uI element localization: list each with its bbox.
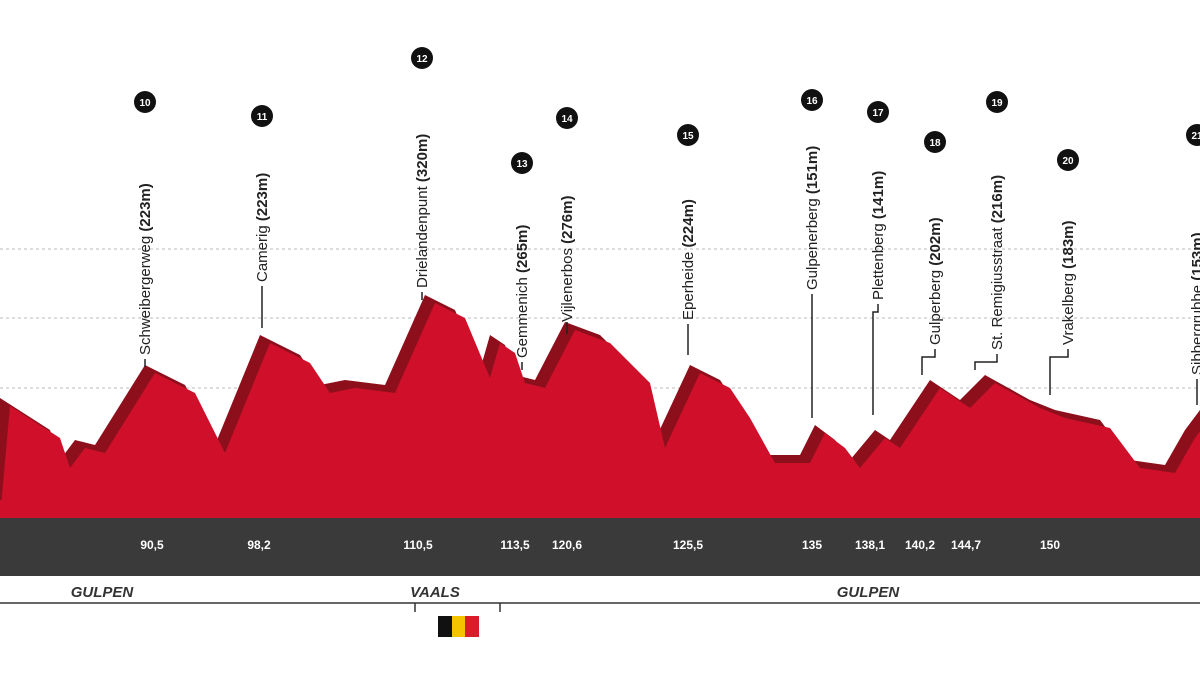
climb-label: Gulperberg (202m) (927, 217, 944, 345)
climb-badge (1186, 124, 1200, 146)
climb-height: (224m) (680, 199, 697, 247)
climb-badge (134, 91, 156, 113)
climb-name: Gemmenich (514, 277, 531, 358)
climb-height: (265m) (514, 225, 531, 273)
climb-label: Sibbergrubbe (153m) (1189, 232, 1200, 375)
climb-name: Sibbergrubbe (1189, 285, 1200, 375)
climb-name: Schweibergerweg (137, 236, 154, 355)
climb-number: 12 (416, 54, 428, 65)
flag-stripe (452, 616, 465, 637)
climb-height: (223m) (254, 173, 271, 221)
climb-badge (801, 89, 823, 111)
climb-number: 11 (257, 112, 268, 123)
profile-base (0, 500, 1200, 518)
climb-pointer (872, 304, 879, 415)
climb-pointer (974, 354, 998, 370)
climb-name: Vrakelberg (1060, 273, 1077, 345)
km-marker: 113,5 (500, 538, 530, 552)
flag-stripe (438, 616, 452, 637)
climb-height: (151m) (804, 146, 821, 194)
climb-label: Vrakelberg (183m) (1060, 220, 1077, 345)
climb-badge (556, 107, 578, 129)
profile-fill (0, 303, 1200, 518)
climb-number: 10 (139, 98, 151, 109)
climb-label: Gulpenerberg (151m) (804, 146, 821, 290)
climb-number: 18 (929, 138, 941, 149)
climb-name: St. Remigiusstraat (989, 227, 1006, 350)
climb-number: 19 (991, 98, 1003, 109)
climb-name: Plettenberg (870, 223, 887, 300)
climb-label: Gemmenich (265m) (514, 225, 531, 358)
km-marker: 125,5 (673, 538, 703, 552)
km-band (0, 518, 1200, 576)
climb-number: 17 (872, 108, 884, 119)
profile (0, 295, 1200, 518)
km-marker: 150 (1040, 538, 1060, 552)
km-marker: 98,2 (247, 538, 271, 552)
climb-height: (216m) (989, 175, 1006, 223)
belgian-flag (438, 616, 479, 637)
climb-number: 16 (806, 96, 818, 107)
km-marker: 120,6 (552, 538, 582, 552)
km-marker: 138,1 (855, 538, 885, 552)
town-label: GULPEN (71, 584, 135, 601)
climb-number: 13 (516, 159, 528, 170)
climb-number: 20 (1062, 156, 1074, 167)
climb-name: Drielandenpunt (414, 185, 431, 288)
km-marker: 90,5 (140, 538, 164, 552)
climb-badge (1057, 149, 1079, 171)
climb-name: Gulperberg (927, 270, 944, 345)
climb-name: Gulpenerberg (804, 198, 821, 290)
climb-label: Schweibergerweg (223m) (137, 183, 154, 355)
climb-label: Eperheide (224m) (680, 199, 697, 320)
town-label: VAALS (410, 584, 460, 601)
climb-badge (677, 124, 699, 146)
flag-stripe (465, 616, 479, 637)
climb-badge (986, 91, 1008, 113)
climb-badge (411, 47, 433, 69)
climb-height: (153m) (1189, 232, 1200, 280)
km-marker: 144,7 (951, 538, 981, 552)
climb-badge (251, 105, 273, 127)
climb-pointer (921, 349, 936, 375)
climb-label: Vijlenerbos (276m) (559, 196, 576, 322)
climb-height: (223m) (137, 183, 154, 231)
climb-badge (511, 152, 533, 174)
climb-label: Plettenberg (141m) (870, 171, 887, 300)
climb-pointer (1049, 349, 1069, 395)
climb-height: (202m) (927, 217, 944, 265)
climb-height: (320m) (414, 134, 431, 182)
km-marker: 110,5 (403, 538, 433, 552)
town-label: GULPEN (837, 584, 901, 601)
climb-name: Eperheide (680, 252, 697, 320)
climb-height: (141m) (870, 171, 887, 219)
labels: Schweibergerweg (223m) 10 Camerig (223m) 11… (71, 47, 1200, 601)
km-marker: 140,2 (905, 538, 935, 552)
climb-badge (924, 131, 946, 153)
climb-number: 15 (682, 131, 694, 142)
climb-number: 14 (561, 114, 573, 125)
climb-number: 21 (1191, 131, 1200, 142)
climb-name: Camerig (254, 225, 271, 282)
climb-badge (867, 101, 889, 123)
climb-name: Vijlenerbos (559, 248, 576, 322)
climb-label: St. Remigiusstraat (216m) (989, 175, 1006, 350)
climb-label: Camerig (223m) (254, 173, 271, 282)
climb-label: Drielandenpunt (320m) (414, 134, 431, 288)
climb-height: (276m) (559, 196, 576, 244)
km-marker: 135 (802, 538, 822, 552)
climb-height: (183m) (1060, 220, 1077, 268)
